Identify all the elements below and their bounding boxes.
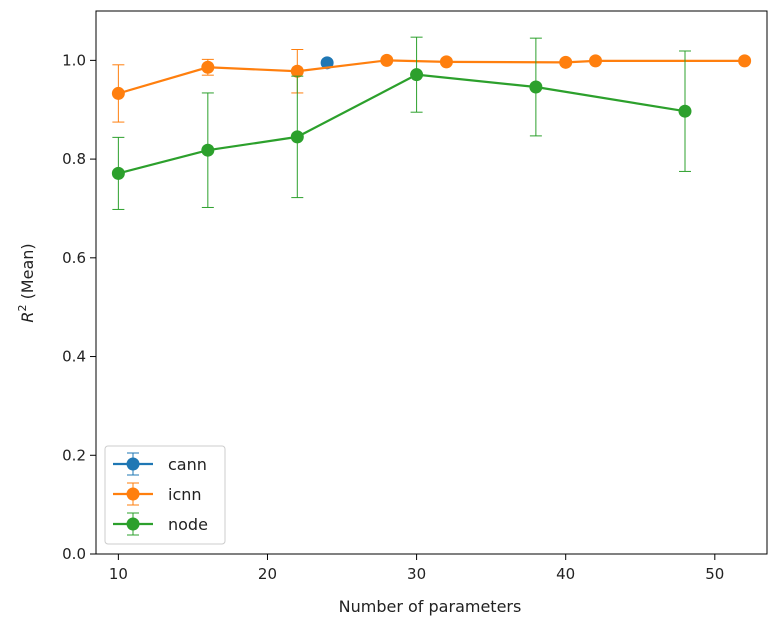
data-point [111, 166, 125, 180]
data-point [290, 64, 304, 78]
series-line [118, 73, 686, 175]
y-tick-label: 0.8 [62, 150, 86, 168]
y-tick-label: 0.6 [62, 249, 86, 267]
legend-label-cann: cann [168, 455, 207, 474]
x-tick-label: 40 [556, 565, 575, 583]
series-node [111, 36, 692, 210]
y-axis-label-suffix: (Mean) [18, 243, 37, 304]
y-tick-label: 1.0 [62, 51, 86, 69]
series-cann [320, 56, 334, 70]
data-series [111, 36, 752, 210]
legend-marker [126, 517, 140, 531]
legend-entries: cann icnn node [113, 452, 208, 536]
data-point [320, 56, 334, 70]
x-axis-label: Number of parameters [339, 597, 522, 616]
data-point [410, 68, 424, 82]
y-axis-label: R2 (Mean) [16, 243, 37, 322]
data-point [529, 80, 543, 94]
data-point [439, 55, 453, 69]
y-axis-label-superscript: 2 [16, 305, 29, 312]
legend-label-icnn: icnn [168, 485, 202, 504]
legend: cann icnn node [104, 445, 226, 545]
data-point [201, 60, 215, 74]
y-axis-ticks: 0.0 0.2 0.4 0.6 0.8 1.0 [62, 51, 96, 563]
data-point [738, 54, 752, 68]
x-tick-label: 30 [407, 565, 426, 583]
legend-marker [126, 487, 140, 501]
data-point [559, 55, 573, 69]
x-axis-ticks: 10 20 30 40 50 [109, 554, 724, 583]
data-point [201, 143, 215, 157]
x-tick-label: 50 [705, 565, 724, 583]
y-tick-label: 0.2 [62, 446, 86, 464]
data-point [290, 130, 304, 144]
y-tick-label: 0.4 [62, 348, 86, 366]
x-tick-label: 10 [109, 565, 128, 583]
legend-label-node: node [168, 515, 208, 534]
legend-marker [126, 457, 140, 471]
x-tick-label: 20 [258, 565, 277, 583]
y-axis-label-symbol: R [18, 312, 37, 323]
data-point [111, 86, 125, 100]
data-point [380, 53, 394, 67]
data-point [678, 104, 692, 118]
y-tick-label: 0.0 [62, 545, 86, 563]
data-point [589, 54, 603, 68]
plot-area-frame [95, 10, 768, 555]
